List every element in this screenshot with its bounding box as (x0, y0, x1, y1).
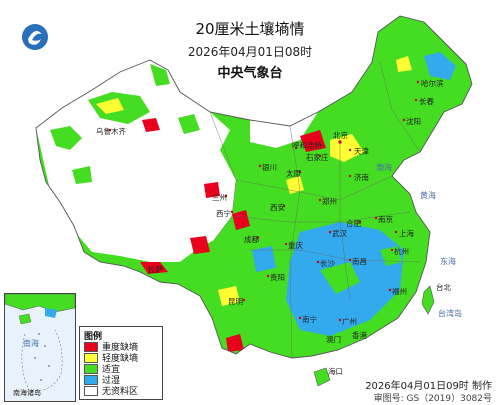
sea-label: 黄海 (420, 191, 436, 200)
sea-label: 东海 (440, 257, 456, 266)
legend-item-mild-drought: 轻度缺墒 (84, 352, 139, 364)
city-markers (108, 80, 420, 322)
city-label: 成都 (244, 235, 259, 244)
sea-label: 台湾岛 (438, 309, 462, 318)
taiwan-island (421, 285, 435, 315)
city-label: 银川 (262, 163, 277, 172)
patch-xinjiang-yellow (96, 98, 124, 114)
legend-swatch (84, 341, 98, 352)
legend-swatch (84, 374, 98, 385)
city-label: 郑州 (322, 197, 337, 206)
patch-northeast-blue (424, 52, 456, 80)
patch-tibet-red (140, 262, 168, 274)
city-label: 杭州 (394, 247, 409, 256)
patch-northeast-yellow (396, 56, 412, 72)
legend-swatch (84, 363, 98, 374)
city-label: 哈尔滨 (421, 79, 444, 88)
map-title: 20厘米土壤墒情 (195, 20, 305, 38)
hainan-island (313, 367, 331, 387)
legend-swatch (84, 385, 98, 396)
city-label: 乌鲁木齐 (96, 127, 126, 136)
legend-swatch (84, 352, 98, 363)
city-label: 北京 (333, 131, 348, 140)
city-label: 福州 (392, 287, 407, 296)
patch-qinghai-red (190, 236, 210, 254)
city-label: 太原 (286, 169, 301, 178)
map-legend: 图例 重度缺墒 轻度缺墒 适宜 过湿 无资料区 (79, 326, 163, 400)
patch-sichuan-red (232, 210, 250, 230)
inset-map (4, 293, 76, 391)
city-label: 南昌 (352, 257, 367, 266)
patch-hami-green (178, 114, 200, 134)
patch-yunnan-yellow (218, 286, 240, 306)
city-label: 上海 (399, 229, 414, 238)
patch-hebei-red (300, 130, 326, 152)
patch-yunnan-red (226, 334, 244, 352)
map-agency: 中央气象台 (217, 66, 283, 81)
patch-xinjiang-red (142, 118, 160, 132)
china-outline (35, 15, 473, 359)
map-datetime: 2026年04月01日08时 (187, 45, 313, 59)
legend-item-suitable: 适宜 (84, 363, 121, 375)
city-label: 石家庄 (306, 153, 329, 162)
legend-label: 无资料区 (102, 387, 139, 397)
legend-label: 适宜 (102, 365, 121, 375)
patch-xinjiang-green-1 (50, 126, 82, 150)
legend-label: 过湿 (102, 376, 121, 386)
inset-label: 南海诸岛 (13, 389, 41, 397)
city-label: 武汉 (332, 229, 347, 238)
city-label: 拉萨 (148, 265, 163, 274)
no-data-area-west (36, 60, 236, 262)
city-label: 呼和浩特 (292, 141, 322, 150)
patch-kashgar-green (72, 166, 92, 184)
city-label: 昆明 (228, 297, 243, 306)
city-label: 兰州 (212, 193, 227, 202)
patch-gansu-red (204, 182, 220, 198)
legend-title: 图例 (84, 332, 103, 342)
city-label: 南京 (378, 215, 393, 224)
patch-jiangxi-green (320, 262, 360, 294)
city-label: 长春 (419, 97, 434, 106)
patch-northeast-green (378, 30, 446, 96)
province-boundaries (209, 61, 421, 359)
patch-altay-green (150, 64, 170, 86)
cma-logo-icon (22, 24, 48, 50)
city-label: 济南 (354, 173, 369, 182)
city-label: 天津 (354, 147, 369, 156)
approval-number: 审图号: GS（2019）3082号 (373, 394, 492, 404)
city-label: 西宁 (216, 209, 231, 218)
city-label: 重庆 (288, 241, 303, 250)
patch-north-yellow (330, 134, 364, 162)
city-label: 广州 (342, 317, 357, 326)
legend-item-severe-drought: 重度缺墒 (84, 341, 139, 353)
city-label: 长沙 (320, 259, 335, 268)
city-label: 西安 (270, 203, 285, 212)
patch-guizhou-blue (252, 246, 276, 272)
legend-item-no-data: 无资料区 (84, 385, 139, 397)
city-label: 海口 (328, 367, 343, 376)
legend-label: 重度缺墒 (102, 343, 139, 353)
issued-time: 2026年04月01日09时 制作 (365, 381, 492, 392)
inset-sea-label: 南海 (23, 339, 39, 348)
city-label: 台北 (436, 283, 451, 292)
city-label: 合肥 (346, 219, 361, 228)
south-china-sea-inset: 南海 南海诸岛 (4, 293, 76, 402)
city-label: 南宁 (302, 315, 317, 324)
sea-label: 渤海 (376, 163, 392, 172)
city-label: 澳门 (326, 335, 341, 344)
legend-item-too-wet: 过湿 (84, 374, 121, 386)
patch-shaanxi-yellow (286, 176, 304, 194)
city-label: 贵阳 (270, 273, 285, 282)
city-label: 沈阳 (406, 117, 421, 126)
city-label: 香港 (352, 331, 367, 340)
legend-label: 轻度缺墒 (102, 354, 139, 364)
